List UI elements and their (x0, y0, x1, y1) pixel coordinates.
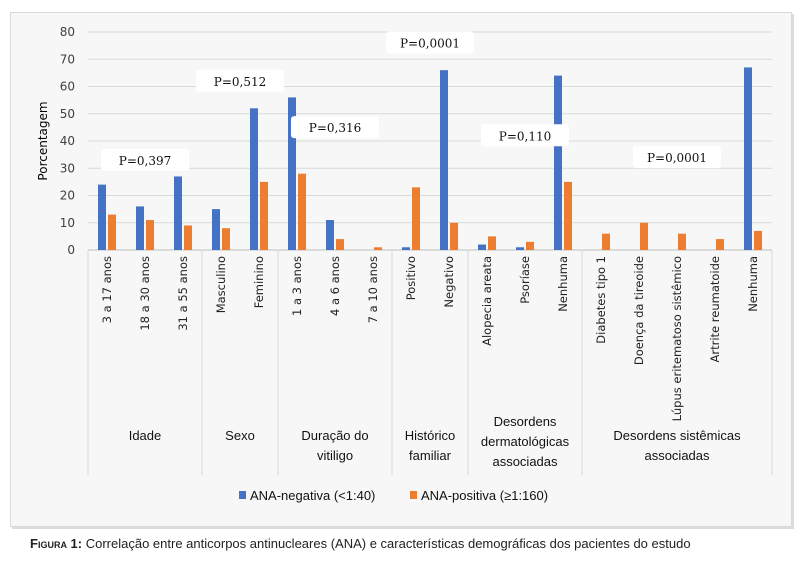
bar-ana-positiva (374, 247, 382, 250)
figure-caption: Figura 1: Correlação entre anticorpos an… (30, 536, 691, 551)
category-label: 7 a 10 anos (366, 256, 380, 323)
pvalue-box (386, 31, 474, 54)
bar-ana-positiva (640, 222, 648, 250)
category-label: Feminino (252, 256, 266, 308)
bar-ana-negativa (326, 220, 334, 250)
category-label: Nenhuma (746, 256, 760, 312)
bar-ana-negativa (288, 97, 296, 251)
group-label: Desordens (494, 414, 557, 429)
bar-ana-negativa (212, 209, 220, 250)
pvalue-label: P=0,110 (499, 129, 551, 143)
category-label: Nenhuma (556, 256, 570, 312)
bar-ana-positiva (412, 187, 420, 250)
category-label: Artrite reumatoide (708, 256, 722, 362)
caption-text: Correlação entre anticorpos antinucleare… (82, 536, 691, 551)
category-label: Masculino (214, 256, 228, 313)
group-label: dermatológicas (481, 434, 570, 449)
bar-ana-negativa (174, 176, 182, 250)
category-label: 18 a 30 anos (138, 256, 152, 331)
bar-ana-positiva (678, 233, 686, 250)
bar-ana-negativa (136, 206, 144, 250)
category-label: Doença da tireoide (632, 256, 646, 365)
y-tick-label: 30 (60, 161, 75, 175)
bar-ana-positiva (488, 236, 496, 250)
y-tick-label: 20 (60, 189, 75, 203)
bar-ana-positiva (754, 230, 762, 250)
group-label: familiar (409, 448, 452, 463)
bar-chart: 0 10 20 30 40 50 60 70 80 3 a 17 anos 18 a 30 ano… (36, 25, 773, 503)
bar-ana-negativa (516, 247, 524, 250)
category-label: 31 a 55 anos (176, 256, 190, 331)
bar-ana-positiva (298, 173, 306, 250)
pvalue-box (291, 116, 379, 139)
y-tick-label: 0 (67, 243, 75, 257)
pvalue-label: P=0,316 (309, 121, 361, 135)
bar-ana-negativa (250, 108, 258, 250)
caption-label: Figura 1: (30, 536, 83, 551)
bar-ana-negativa (554, 75, 562, 250)
group-label: Idade (129, 428, 162, 443)
category-label: 3 a 17 anos (100, 256, 114, 323)
y-tick-label: 60 (60, 80, 75, 94)
category-label: 4 a 6 anos (328, 256, 342, 316)
legend-swatch (239, 491, 246, 499)
bar-ana-positiva (146, 220, 154, 250)
bar-ana-positiva (716, 239, 724, 250)
group-label: Histórico (405, 428, 456, 443)
pvalue-box (633, 146, 721, 169)
category-label: Diabetes tipo 1 (594, 256, 608, 344)
pvalue-box (101, 148, 189, 171)
pvalue-box (481, 124, 569, 147)
group-label: associadas (644, 448, 710, 463)
bar-ana-positiva (336, 239, 344, 250)
bar-ana-positiva (260, 181, 268, 250)
pvalue-label: P=0,0001 (400, 37, 460, 51)
bar-ana-negativa (440, 70, 448, 251)
bar-ana-positiva (526, 241, 534, 250)
bar-ana-negativa (478, 244, 486, 250)
category-label: Alopecia areata (480, 256, 494, 346)
category-label: Lúpus eritematoso sistêmico (670, 256, 684, 421)
pvalue-box (196, 69, 284, 92)
category-label: 1 a 3 anos (290, 256, 304, 316)
group-label: Desordens sistêmicas (613, 428, 741, 443)
bar-ana-positiva (184, 225, 192, 250)
group-label: Duração do (301, 428, 368, 443)
category-label: Psoríase (518, 256, 532, 304)
y-tick-label: 50 (60, 107, 75, 121)
bar-ana-negativa (98, 184, 106, 250)
bar-ana-negativa (402, 247, 410, 250)
bar-ana-positiva (222, 228, 230, 250)
y-tick-label: 10 (60, 216, 75, 230)
group-label: Sexo (225, 428, 255, 443)
category-label: Positivo (404, 256, 418, 300)
y-tick-label: 40 (60, 134, 75, 148)
legend-label: ANA-negativa (<1:40) (250, 488, 375, 503)
bar-ana-negativa (744, 67, 752, 250)
bar-ana-positiva (602, 233, 610, 250)
bar-ana-positiva (108, 214, 116, 250)
pvalue-label: P=0,0001 (647, 151, 707, 165)
y-axis-label: Porcentagem (36, 101, 50, 180)
group-label: vitiligo (317, 448, 353, 463)
pvalue-label: P=0,397 (119, 154, 171, 168)
y-tick-label: 80 (60, 25, 75, 39)
chart-frame (10, 12, 792, 527)
legend-label: ANA-positiva (≥1:160) (421, 488, 548, 503)
pvalue-label: P=0,512 (214, 75, 266, 89)
y-tick-label: 70 (60, 52, 75, 66)
bar-ana-positiva (564, 181, 572, 250)
group-label: associadas (492, 454, 558, 469)
bar-ana-positiva (450, 222, 458, 250)
category-label: Negativo (442, 256, 456, 308)
legend-swatch (410, 491, 417, 499)
